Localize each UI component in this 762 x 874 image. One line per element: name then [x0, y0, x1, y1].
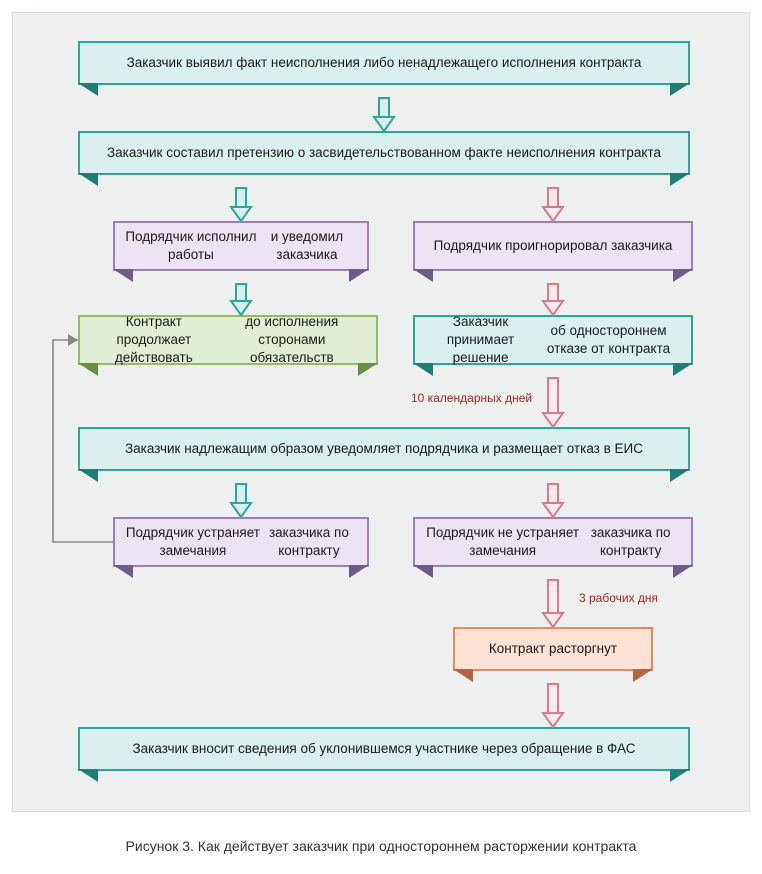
flowchart-node: Заказчик вносит сведения об уклонившемся… — [78, 727, 690, 771]
flowchart-node: Заказчик надлежащим образом уведомляет п… — [78, 427, 690, 471]
flowchart-node: Заказчик выявил факт неисполнения либо н… — [78, 41, 690, 85]
flowchart-node: Подрядчик проигнорировал заказчика — [413, 221, 693, 271]
figure-wrapper: Заказчик выявил факт неисполнения либо н… — [0, 0, 762, 874]
flowchart-node: Заказчик составил претензию о засвидетел… — [78, 131, 690, 175]
flowchart-annotation: 10 календарных дней — [411, 391, 532, 405]
flowchart-annotation: 3 рабочих дня — [579, 591, 658, 605]
flowchart-node: Контракт продолжает действоватьдо исполн… — [78, 315, 378, 365]
flowchart-node: Заказчик принимает решениеоб односторонн… — [413, 315, 693, 365]
flowchart-canvas: Заказчик выявил факт неисполнения либо н… — [12, 12, 750, 812]
flowchart-node: Подрядчик устраняет замечаниязаказчика п… — [113, 517, 369, 567]
flowchart-node: Подрядчик не устраняет замечаниязаказчик… — [413, 517, 693, 567]
flowchart-node: Контракт расторгнут — [453, 627, 653, 671]
flowchart-node: Подрядчик исполнил работыи уведомил зака… — [113, 221, 369, 271]
